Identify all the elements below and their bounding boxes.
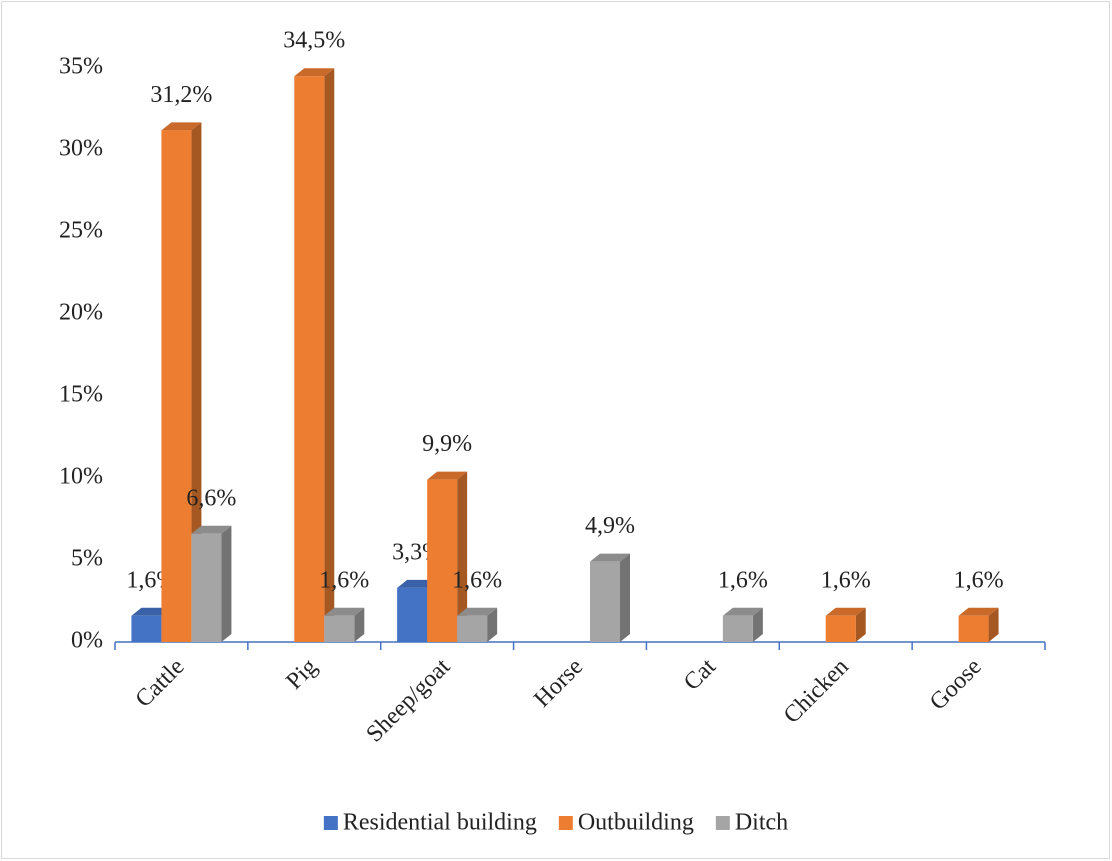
data-label: 1,6% bbox=[319, 567, 369, 593]
y-tick-label: 15% bbox=[59, 382, 103, 408]
data-label: 6,6% bbox=[186, 485, 236, 511]
bar bbox=[427, 479, 458, 642]
bar-top bbox=[294, 68, 335, 77]
bar-side bbox=[221, 525, 232, 642]
bar-side bbox=[988, 607, 999, 642]
bar bbox=[825, 615, 856, 642]
bar-side bbox=[620, 553, 630, 642]
data-label: 4,9% bbox=[585, 513, 635, 539]
y-tick-label: 5% bbox=[71, 546, 103, 572]
y-tick-label: 10% bbox=[59, 464, 103, 490]
bar-top bbox=[191, 525, 232, 534]
data-label: 34,5% bbox=[283, 28, 345, 54]
bar-top bbox=[958, 607, 999, 616]
legend-label: Ditch bbox=[735, 810, 788, 836]
y-tick-label: 25% bbox=[59, 218, 103, 244]
legend-swatch bbox=[323, 816, 338, 830]
legend: Residential building Outbuilding Ditch bbox=[323, 810, 788, 836]
bar bbox=[958, 615, 989, 642]
data-label: 1,6% bbox=[718, 567, 768, 593]
legend-label: Residential building bbox=[343, 810, 537, 836]
bar-top bbox=[590, 553, 630, 562]
legend-swatch bbox=[715, 816, 730, 830]
bar bbox=[294, 76, 325, 642]
y-tick-label: 20% bbox=[59, 300, 103, 326]
bar-side bbox=[487, 607, 498, 642]
bar-side bbox=[752, 607, 763, 642]
data-label: 1,6% bbox=[954, 567, 1004, 593]
y-tick-label: 30% bbox=[59, 136, 103, 162]
y-tick-label: 0% bbox=[71, 628, 103, 654]
bar-top bbox=[722, 607, 763, 616]
bar bbox=[161, 130, 192, 642]
bar-side bbox=[457, 471, 468, 642]
bar-side bbox=[324, 68, 335, 642]
bar bbox=[191, 533, 222, 642]
bar bbox=[722, 615, 753, 642]
data-label: 9,9% bbox=[422, 431, 472, 457]
bar-side bbox=[855, 607, 866, 642]
bar bbox=[324, 615, 355, 642]
bar-top bbox=[427, 471, 468, 480]
data-label: 1,6% bbox=[452, 567, 502, 593]
legend-swatch bbox=[558, 816, 573, 830]
bar-top bbox=[457, 607, 498, 616]
bar-top bbox=[324, 607, 365, 616]
bar-side bbox=[354, 607, 365, 642]
bar bbox=[131, 615, 162, 642]
bar-top bbox=[825, 607, 866, 616]
data-label: 31,2% bbox=[150, 82, 212, 108]
bar-side bbox=[191, 122, 202, 642]
bar bbox=[397, 587, 428, 642]
y-tick-label: 35% bbox=[59, 54, 103, 80]
bar-top bbox=[161, 122, 202, 131]
legend-label: Outbuilding bbox=[578, 810, 694, 836]
bar bbox=[457, 615, 488, 642]
data-label: 1,6% bbox=[821, 567, 871, 593]
bar bbox=[590, 561, 620, 642]
